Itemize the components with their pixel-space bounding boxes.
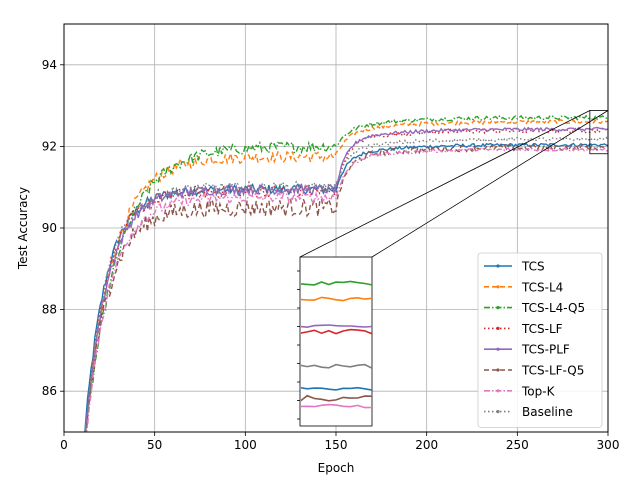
x-tick-label: 150 (325, 438, 348, 452)
x-tick-label: 200 (415, 438, 438, 452)
x-tick-label: 50 (147, 438, 162, 452)
legend-marker (496, 410, 500, 414)
x-axis-label: Epoch (318, 461, 355, 475)
x-tick-label: 300 (597, 438, 620, 452)
x-tick-label: 100 (234, 438, 257, 452)
legend-marker (496, 306, 500, 310)
legend-marker (496, 264, 500, 268)
x-tick-label: 250 (506, 438, 529, 452)
y-tick-label: 88 (42, 303, 57, 317)
series-line-baseline (84, 136, 608, 432)
series-line-top-k (85, 146, 608, 432)
inset-line-tcs-lf-q5 (301, 394, 372, 402)
y-tick-label: 90 (42, 221, 57, 235)
inset-axes (297, 256, 373, 427)
inset-line-top-k (301, 403, 372, 409)
inset-series (301, 280, 372, 409)
axis-ticks: 0 50 100 150 200 250 300 86 88 90 92 94 (42, 58, 620, 452)
zoom-connector (371, 110, 609, 258)
legend-box (477, 252, 603, 428)
x-tick-label: 0 (60, 438, 68, 452)
legend-marker (496, 285, 500, 289)
y-tick-label: 86 (42, 384, 57, 398)
series-line-tcs-l4 (84, 119, 608, 432)
legend-label: TCS-L4-Q5 (521, 301, 585, 315)
inset-line-tcs (301, 386, 372, 391)
y-axis-label: Test Accuracy (16, 187, 30, 270)
legend-label: Top-K (521, 384, 556, 398)
inset-line-tcs-l4-q5 (301, 280, 372, 286)
series-line-tcs-lf-q5 (85, 143, 608, 432)
legend-label: TCS-PLF (521, 343, 570, 357)
legend-label: TCS-L4 (521, 280, 563, 294)
y-tick-label: 92 (42, 139, 57, 153)
legend-marker (496, 368, 500, 372)
inset-line-tcs-lf (301, 328, 372, 335)
legend-marker (496, 347, 500, 351)
legend-marker (496, 389, 500, 393)
inset-line-baseline (301, 363, 372, 369)
series-line-tcs-l4-q5 (85, 114, 608, 432)
y-tick-label: 94 (42, 58, 57, 72)
series-line-tcs-plf (84, 126, 608, 432)
series-layer (84, 114, 608, 432)
legend-marker (496, 326, 500, 330)
inset-line-tcs-plf (301, 324, 372, 329)
legend-label: TCS (521, 260, 545, 274)
legend-label: Baseline (522, 405, 573, 419)
legend-label: TCS-LF (521, 322, 563, 336)
inset-line-tcs-l4 (301, 296, 372, 302)
legend: TCS TCS-L4 TCS-L4-Q5 TCS-LF TCS-PLF TCS-LF-Q5… (477, 252, 603, 428)
zoom-connector (299, 110, 591, 258)
series-line-tcs-lf (85, 126, 608, 432)
legend-label: TCS-LF-Q5 (521, 364, 584, 378)
